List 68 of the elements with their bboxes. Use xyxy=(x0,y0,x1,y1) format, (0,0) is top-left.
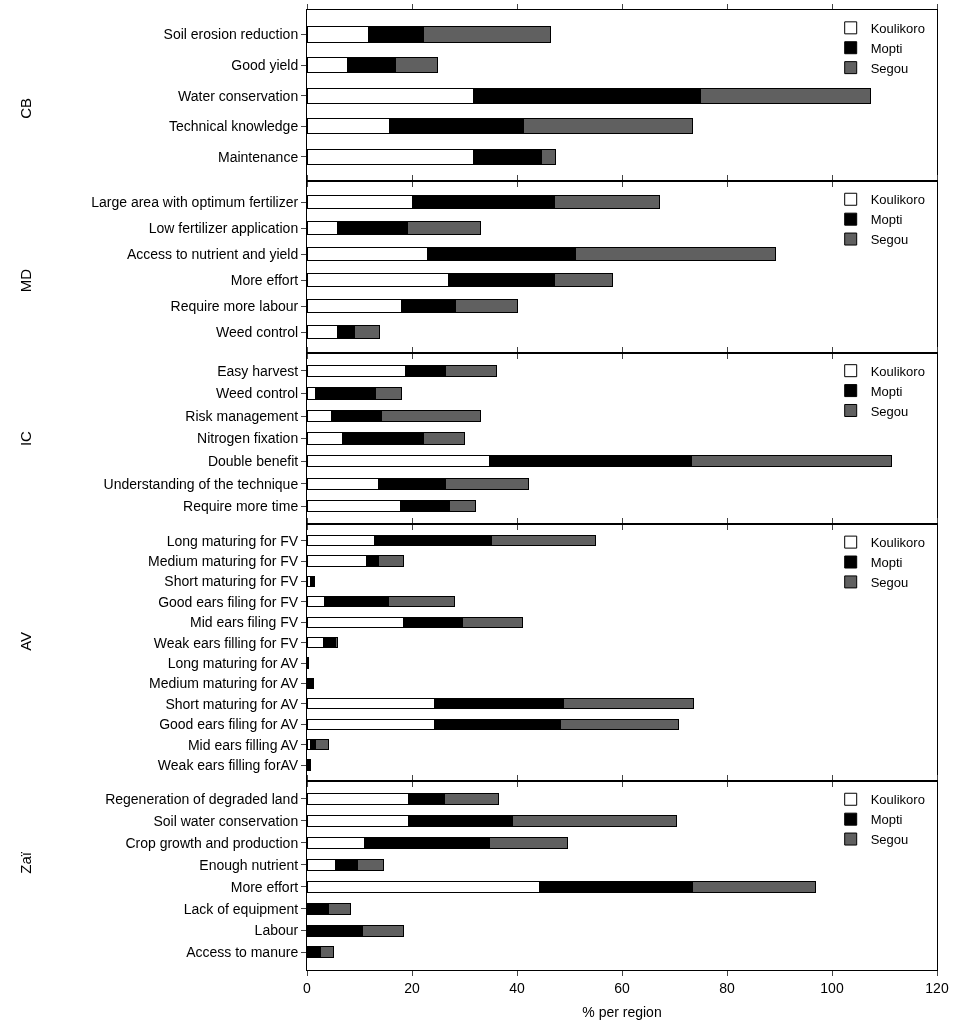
y-axis-title: IC xyxy=(16,430,34,447)
y-tick-label: Enough nutrient xyxy=(199,856,299,873)
legend-label: Segou xyxy=(870,832,909,848)
y-tick-label: More effort xyxy=(230,272,299,289)
y-tick-label: Lack of equipment xyxy=(183,900,299,917)
x-tick-label: 80 xyxy=(719,979,735,996)
x-tick-label: 100 xyxy=(820,979,844,996)
legend-label: Mopti xyxy=(870,40,903,56)
y-axis-title: Zaï xyxy=(17,851,35,874)
legend-label: Segou xyxy=(870,60,909,76)
y-tick-label: Low fertilizer application xyxy=(148,220,299,237)
y-tick-label: Large area with optimum fertilizer xyxy=(91,194,299,211)
y-tick-label: Soil erosion reduction xyxy=(163,26,299,43)
legend-label: Koulikoro xyxy=(870,535,925,551)
y-tick-label: Soil water conservation xyxy=(153,812,299,829)
y-tick-label: Weed control xyxy=(215,385,299,402)
y-tick-label: Mid ears filling AV xyxy=(187,736,299,753)
x-axis-title: % per region xyxy=(582,1004,662,1021)
legend-label: Koulikoro xyxy=(870,192,925,208)
y-tick-label: Require more time xyxy=(183,498,299,515)
y-axis-title: MD xyxy=(16,268,34,293)
x-tick-label: 0 xyxy=(303,979,312,996)
y-tick-label: Long maturing for FV xyxy=(166,532,299,549)
y-tick-label: Maintenance xyxy=(218,148,299,165)
legend-label: Mopti xyxy=(870,212,903,228)
y-tick-label: Good ears filing for FV xyxy=(158,593,299,610)
y-tick-label: Risk management xyxy=(185,407,299,424)
legend-label: Segou xyxy=(870,232,909,248)
y-tick-label: Good yield xyxy=(231,57,299,73)
legend-label: Koulikoro xyxy=(870,792,925,808)
y-tick-label: Water conservation xyxy=(178,87,299,104)
legend-label: Segou xyxy=(870,403,909,419)
legend-label: Segou xyxy=(870,574,909,590)
bar xyxy=(309,575,315,588)
legend-label: Mopti xyxy=(870,383,903,399)
y-tick-label: Require more labour xyxy=(170,298,299,315)
y-tick-label: Weed control xyxy=(215,323,299,340)
legend-label: Koulikoro xyxy=(870,20,925,36)
y-tick-label: Long maturing for AV xyxy=(167,654,299,671)
bar xyxy=(314,739,330,751)
x-tick-label: 120 xyxy=(925,979,949,996)
x-tick-label: 60 xyxy=(614,979,630,996)
y-tick-label: Regeneration of degraded land xyxy=(105,790,299,807)
y-tick-label: Medium maturing for FV xyxy=(148,552,299,569)
y-tick-label: More effort xyxy=(230,878,299,895)
y-axis-title: AV xyxy=(17,631,35,651)
y-tick-label: Short maturing for FV xyxy=(164,573,299,590)
y-tick-label: Understanding of the technique xyxy=(103,475,299,492)
legend-label: Koulikoro xyxy=(870,363,925,379)
y-tick-label: Mid ears filing FV xyxy=(190,614,299,631)
legend-label: Mopti xyxy=(870,555,903,571)
y-tick-label: Technical knowledge xyxy=(169,118,299,135)
y-tick-label: Easy harvest xyxy=(217,362,299,379)
y-tick-label: Access to nutrient and yield xyxy=(126,246,299,263)
y-tick-label: Weak ears filling for FV xyxy=(153,634,299,651)
y-tick-label: Double benefit xyxy=(207,453,299,470)
y-axis-title: CB xyxy=(17,97,35,119)
y-tick-label: Nitrogen fixation xyxy=(197,430,299,447)
y-tick-label: Crop growth and production xyxy=(125,834,299,851)
x-tick-label: 40 xyxy=(509,979,525,996)
y-tick-label: Short maturing for AV xyxy=(165,695,299,712)
y-tick-label: Medium maturing for AV xyxy=(149,675,299,692)
legend-label: Mopti xyxy=(870,812,903,828)
y-tick-label: Good ears filing for AV xyxy=(159,716,299,733)
y-tick-label: Weak ears filling forAV xyxy=(157,757,299,774)
x-tick-label: 20 xyxy=(404,979,420,996)
y-tick-label: Labour xyxy=(254,922,299,939)
y-tick-label: Access to manure xyxy=(186,944,299,961)
